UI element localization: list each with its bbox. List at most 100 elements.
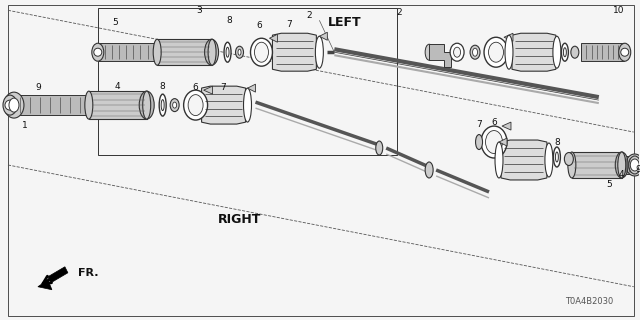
Text: 2: 2	[307, 11, 312, 20]
Polygon shape	[38, 280, 52, 290]
Ellipse shape	[484, 37, 508, 67]
Ellipse shape	[9, 98, 19, 112]
Ellipse shape	[488, 42, 504, 62]
Ellipse shape	[545, 143, 553, 177]
Ellipse shape	[476, 134, 483, 149]
Circle shape	[94, 48, 102, 56]
Text: 8: 8	[554, 138, 560, 147]
Polygon shape	[504, 33, 513, 41]
Ellipse shape	[505, 35, 513, 69]
Ellipse shape	[170, 99, 179, 112]
Ellipse shape	[450, 43, 464, 61]
Ellipse shape	[255, 42, 268, 62]
Polygon shape	[10, 95, 90, 115]
Text: 5: 5	[606, 180, 612, 189]
Polygon shape	[248, 84, 255, 92]
Text: 1: 1	[22, 121, 28, 130]
Polygon shape	[429, 44, 451, 67]
Ellipse shape	[568, 152, 576, 178]
Ellipse shape	[563, 48, 566, 57]
Ellipse shape	[92, 43, 104, 61]
Ellipse shape	[571, 46, 579, 58]
Text: 4: 4	[115, 82, 120, 91]
Polygon shape	[269, 34, 278, 42]
Ellipse shape	[472, 48, 477, 56]
Ellipse shape	[250, 38, 273, 66]
Text: 6: 6	[257, 21, 262, 30]
Polygon shape	[202, 86, 246, 124]
Ellipse shape	[4, 92, 24, 118]
Ellipse shape	[205, 39, 219, 65]
Ellipse shape	[554, 147, 561, 167]
Circle shape	[5, 100, 15, 110]
Text: 3: 3	[196, 6, 202, 15]
Polygon shape	[624, 156, 634, 174]
Text: 10: 10	[613, 6, 625, 15]
Ellipse shape	[486, 131, 502, 154]
Text: 2: 2	[396, 8, 402, 17]
Polygon shape	[98, 43, 155, 61]
Ellipse shape	[208, 39, 216, 65]
Text: 7: 7	[287, 20, 292, 29]
Ellipse shape	[143, 91, 150, 119]
Polygon shape	[502, 122, 511, 130]
Text: 7: 7	[476, 120, 482, 129]
Polygon shape	[157, 39, 212, 65]
Text: 9: 9	[636, 165, 640, 174]
Polygon shape	[319, 32, 327, 40]
Ellipse shape	[236, 46, 243, 58]
Text: 8: 8	[160, 82, 166, 91]
Ellipse shape	[3, 95, 17, 115]
Circle shape	[621, 48, 628, 56]
Ellipse shape	[620, 159, 624, 171]
Text: LEFT: LEFT	[328, 16, 361, 29]
Ellipse shape	[376, 141, 383, 155]
Ellipse shape	[316, 36, 323, 68]
Polygon shape	[499, 138, 507, 146]
Polygon shape	[204, 86, 212, 94]
Ellipse shape	[238, 49, 241, 55]
Polygon shape	[48, 267, 68, 283]
Ellipse shape	[161, 100, 164, 111]
Ellipse shape	[243, 88, 252, 122]
Ellipse shape	[209, 46, 214, 58]
Text: T0A4B2030: T0A4B2030	[564, 297, 613, 306]
Polygon shape	[512, 33, 556, 71]
Ellipse shape	[470, 45, 480, 59]
Text: 6: 6	[193, 83, 198, 92]
Ellipse shape	[140, 91, 154, 119]
Ellipse shape	[144, 99, 150, 112]
Ellipse shape	[153, 39, 161, 65]
Text: FR.: FR.	[78, 268, 99, 278]
Ellipse shape	[184, 90, 207, 120]
Ellipse shape	[481, 126, 507, 158]
Ellipse shape	[628, 156, 640, 174]
Ellipse shape	[556, 152, 558, 162]
Text: 8: 8	[227, 16, 232, 25]
Ellipse shape	[425, 44, 433, 60]
Text: 4: 4	[619, 171, 625, 180]
Ellipse shape	[615, 152, 628, 178]
Circle shape	[631, 161, 639, 169]
Ellipse shape	[85, 91, 93, 119]
Ellipse shape	[188, 95, 203, 116]
Ellipse shape	[224, 42, 231, 62]
Polygon shape	[89, 91, 147, 119]
Text: 6: 6	[491, 117, 497, 127]
Ellipse shape	[553, 36, 561, 68]
Ellipse shape	[618, 152, 626, 178]
Ellipse shape	[561, 43, 568, 61]
Text: 9: 9	[35, 83, 41, 92]
Polygon shape	[98, 8, 397, 155]
Ellipse shape	[564, 153, 573, 165]
Ellipse shape	[630, 159, 639, 171]
Ellipse shape	[626, 154, 640, 176]
Text: RIGHT: RIGHT	[218, 213, 261, 226]
Polygon shape	[572, 152, 621, 178]
Polygon shape	[273, 33, 316, 71]
Ellipse shape	[173, 102, 177, 108]
Polygon shape	[501, 140, 547, 180]
Ellipse shape	[619, 43, 631, 61]
Polygon shape	[8, 5, 634, 316]
Polygon shape	[581, 43, 624, 61]
